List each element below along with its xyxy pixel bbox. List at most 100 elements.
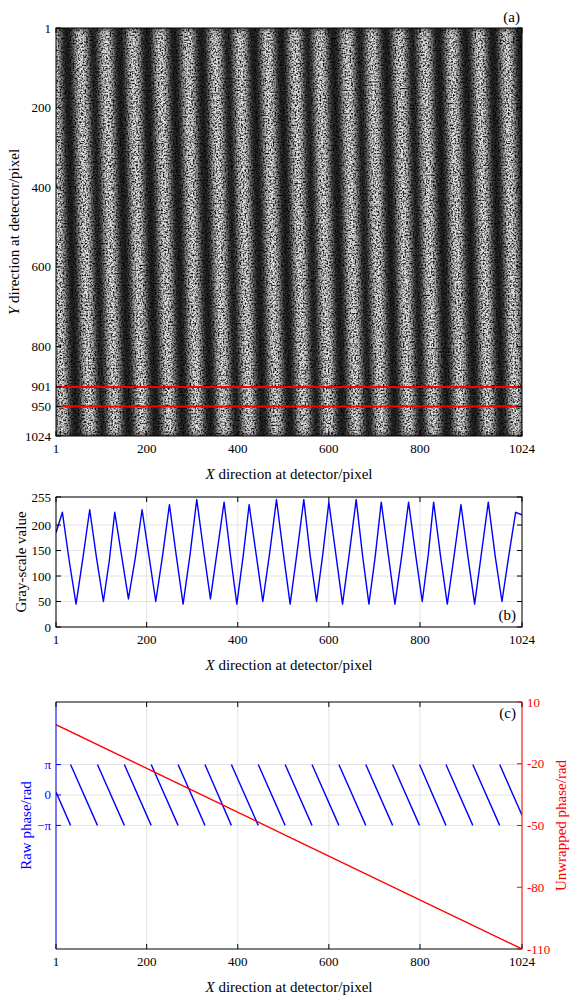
x-tick [56, 431, 57, 436]
x-tick [522, 431, 523, 436]
x-tick [522, 497, 523, 502]
grid [56, 702, 522, 949]
frame [56, 497, 522, 627]
x-tick-label: 800 [410, 632, 430, 647]
y-tick [56, 627, 61, 628]
x-tick-label: 1024 [509, 441, 536, 456]
x-tick [237, 431, 238, 436]
y-tick-label: 255 [32, 490, 52, 505]
x-tick [146, 28, 147, 33]
y-tick-label: 400 [32, 180, 52, 195]
x-tick [328, 622, 329, 627]
x-tick-label: 1024 [509, 632, 536, 647]
y2-tick-label: 10 [527, 695, 540, 710]
x-tick [146, 944, 147, 949]
x-tick [56, 497, 57, 502]
x-tick-label: 200 [137, 954, 157, 969]
grid-line [237, 497, 238, 627]
grid-line [56, 550, 522, 551]
plot-area [56, 725, 522, 949]
x-tick [146, 622, 147, 627]
x-tick [56, 28, 57, 33]
y-tick [56, 107, 61, 108]
y-axis-title: Y direction at detector/pixel [6, 149, 22, 315]
y-tick-label: 0 [45, 787, 52, 802]
y2-tick-label: -50 [527, 818, 544, 833]
panel-letter: (b) [499, 607, 517, 624]
x-tick [522, 944, 523, 949]
x-tick-label: 400 [228, 954, 248, 969]
y-tick [517, 525, 522, 526]
grid-line [56, 825, 522, 826]
grid-line [328, 497, 329, 627]
x-tick [56, 622, 57, 627]
grid-line [56, 764, 522, 765]
grid-line [56, 794, 522, 795]
y-tick [56, 266, 61, 267]
y-tick [56, 576, 61, 577]
grid-line [146, 497, 147, 627]
x-tick [237, 622, 238, 627]
x-tick [328, 497, 329, 502]
x-tick-label: 400 [228, 632, 248, 647]
y2-tick-label: -110 [527, 942, 550, 957]
x-tick [56, 944, 57, 949]
y-tick [56, 386, 61, 387]
y2-tick-label: -80 [527, 880, 544, 895]
y-tick [56, 525, 61, 526]
y-tick-label: 901 [32, 379, 52, 394]
grid-line [419, 497, 420, 627]
marked-row [56, 386, 522, 388]
y-tick [56, 346, 61, 347]
x-tick-label: 200 [137, 632, 157, 647]
panel-letter: (a) [503, 9, 520, 26]
y2-axis-title: Unwrapped phase/rad [553, 759, 569, 891]
x-tick [328, 28, 329, 33]
x-tick-label: 800 [410, 954, 430, 969]
grid-line [56, 601, 522, 602]
y-tick [517, 497, 522, 498]
y2-tick [517, 949, 522, 950]
y-tick-label: 1024 [25, 429, 52, 444]
y2-tick [517, 702, 522, 703]
panel-letter: (c) [499, 705, 516, 722]
y-tick [517, 266, 522, 267]
data-line [56, 725, 522, 949]
speckle [56, 28, 522, 436]
x-tick [146, 497, 147, 502]
y-tick [517, 576, 522, 577]
y-tick-label: π [44, 757, 51, 772]
x-tick-label: 200 [137, 441, 157, 456]
frame-top [56, 702, 522, 703]
data-line [56, 500, 522, 605]
y-tick-label: −π [37, 818, 51, 833]
y-tick [517, 550, 522, 551]
y-tick [517, 187, 522, 188]
figure: 1 200 400 600 800 1024 X direction at detector… [0, 0, 585, 1006]
x-tick-label: 600 [319, 954, 339, 969]
x-tick [328, 431, 329, 436]
plot-area [56, 500, 522, 605]
x-tick [56, 702, 57, 707]
y-tick-label: 0 [45, 620, 52, 635]
x-tick-label: 400 [228, 441, 248, 456]
y-tick-label: 200 [32, 100, 52, 115]
frame-bottom [56, 949, 522, 950]
x-tick [419, 431, 420, 436]
x-tick [237, 28, 238, 33]
x-tick-label: 1 [53, 632, 60, 647]
x-tick [419, 497, 420, 502]
data-line [56, 765, 522, 826]
y2-tick [517, 825, 522, 826]
y-tick-label: 950 [32, 399, 52, 414]
x-tick-label: 1 [53, 441, 60, 456]
y-tick [517, 601, 522, 602]
x-axis-title: X direction at detector/pixel [204, 979, 372, 995]
x-tick-label: 1 [53, 954, 60, 969]
y-tick-label: 200 [32, 518, 52, 533]
x-tick [328, 944, 329, 949]
frame [56, 28, 522, 436]
y2-tick-label: -20 [527, 756, 544, 771]
y-tick-label: 1 [45, 21, 52, 36]
y-tick [56, 550, 61, 551]
